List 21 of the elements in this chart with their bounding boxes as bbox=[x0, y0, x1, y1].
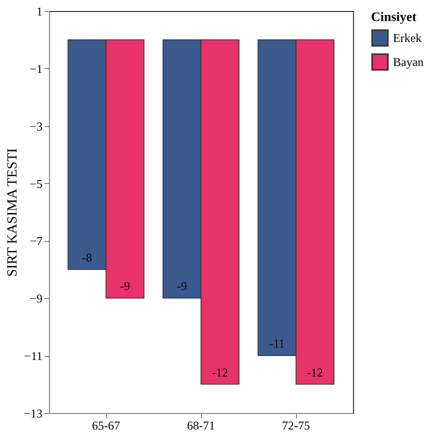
y-tick-label: −9 bbox=[30, 292, 42, 306]
x-tick-label: 68-71 bbox=[187, 418, 215, 432]
y-tick-label: −5 bbox=[30, 176, 42, 191]
data-label: -9 bbox=[177, 279, 187, 294]
y-tick-label: −1 bbox=[30, 62, 42, 76]
legend-label: Bayan bbox=[393, 55, 424, 69]
data-label: -12 bbox=[307, 365, 323, 380]
y-tick-label: 1 bbox=[36, 4, 42, 18]
legend-label: Erkek bbox=[393, 31, 422, 45]
x-tick-label: 72-75 bbox=[282, 418, 310, 432]
y-tick-label: −3 bbox=[30, 119, 42, 134]
legend-title: Cinsiyet bbox=[371, 9, 418, 24]
y-tick-label: −11 bbox=[24, 349, 42, 364]
data-label: -11 bbox=[269, 336, 285, 351]
y-tick-label: −13 bbox=[24, 406, 42, 420]
data-label: -9 bbox=[120, 279, 130, 294]
x-tick-label: 65-67 bbox=[92, 418, 120, 432]
y-tick-label: −7 bbox=[30, 234, 42, 248]
y-axis-title: SIRT KASIMA TESTI bbox=[6, 148, 21, 277]
data-label: -8 bbox=[82, 250, 92, 264]
data-label: -12 bbox=[212, 365, 228, 380]
